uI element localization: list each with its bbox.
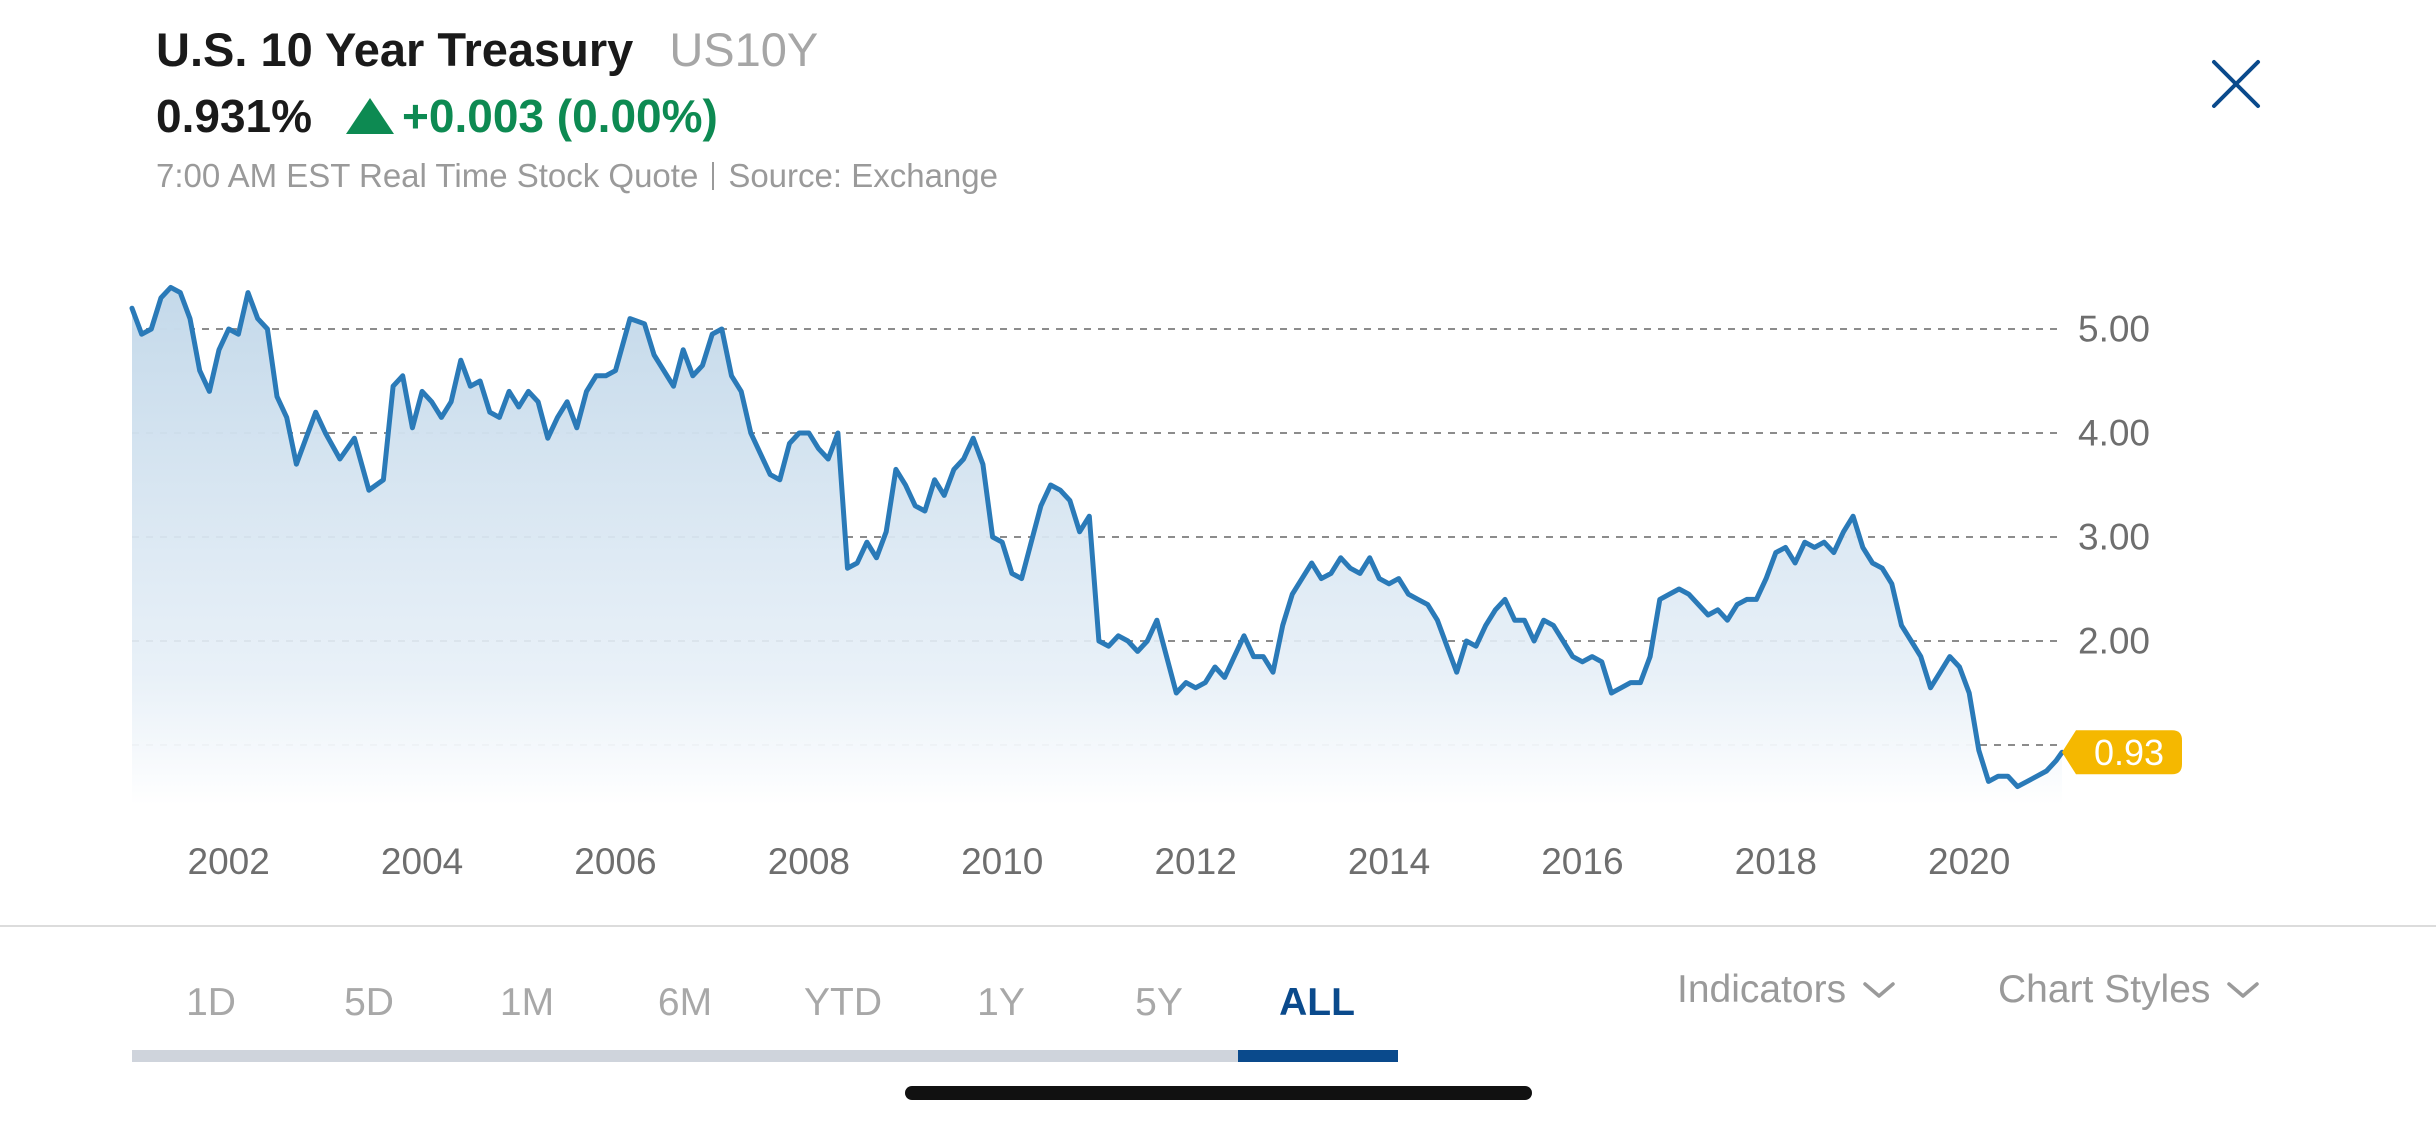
quote-timestamp: 7:00 AM EST Real Time Stock Quote: [156, 157, 699, 194]
quote-header: U.S. 10 Year Treasury US10Y 0.931% +0.00…: [156, 22, 998, 195]
indicators-dropdown[interactable]: Indicators: [1677, 968, 1896, 1012]
y-tick-label: 2.00: [2078, 621, 2150, 662]
tab-5y[interactable]: 5Y: [1135, 981, 1183, 1024]
close-icon: [2212, 60, 2260, 108]
quote-source: Source: Exchange: [728, 157, 998, 194]
x-tick-label: 2012: [1154, 841, 1236, 882]
tab-1m[interactable]: 1M: [499, 981, 555, 1024]
x-tick-label: 2006: [574, 841, 656, 882]
price-change: +0.003 (0.00%): [402, 90, 718, 142]
last-price: 0.931%: [156, 90, 313, 142]
timeframe-track: [132, 1050, 1398, 1062]
y-tick-label: 4.00: [2078, 413, 2150, 454]
chart-styles-dropdown[interactable]: Chart Styles: [1998, 968, 2260, 1012]
y-axis: 5.00 4.00 3.00 2.00: [2078, 309, 2150, 662]
x-tick-label: 2014: [1348, 841, 1430, 882]
x-tick-label: 2020: [1928, 841, 2010, 882]
tab-1y[interactable]: 1Y: [977, 981, 1025, 1024]
x-tick-label: 2016: [1541, 841, 1623, 882]
last-value-label: 0.93: [2094, 732, 2164, 773]
active-tab-indicator: [1238, 1050, 1398, 1062]
tab-6m[interactable]: 6M: [657, 981, 713, 1024]
x-tick-label: 2010: [961, 841, 1043, 882]
x-tick-label: 2018: [1735, 841, 1817, 882]
indicators-label: Indicators: [1677, 968, 1847, 1011]
last-value-badge: 0.93: [2062, 730, 2182, 775]
timeframe-tabs: 1D 5D 1M 6M YTD 1Y 5Y ALL: [132, 972, 1398, 1062]
instrument-symbol: US10Y: [669, 23, 819, 76]
home-indicator: [905, 1086, 1532, 1100]
price-line: [129, 284, 2065, 790]
close-button[interactable]: [2208, 56, 2264, 112]
price-chart[interactable]: 5.00 4.00 3.00 2.00 2002 2004 2006 2008 2010 201…: [0, 0, 2436, 925]
price-area: [132, 287, 2062, 805]
chart-styles-label: Chart Styles: [1998, 968, 2211, 1011]
x-tick-label: 2004: [381, 841, 463, 882]
tab-1d[interactable]: 1D: [186, 981, 236, 1024]
tab-all[interactable]: ALL: [1279, 981, 1355, 1024]
instrument-title: U.S. 10 Year Treasury: [156, 23, 634, 76]
y-tick-label: 3.00: [2078, 517, 2150, 558]
tab-5d[interactable]: 5D: [344, 981, 394, 1024]
up-triangle-icon: [346, 98, 395, 134]
x-axis: 2002 2004 2006 2008 2010 2012 2014 2016 2018 2020: [188, 841, 2011, 882]
chart-divider: [0, 925, 2436, 927]
last-value-badge-shape: [2062, 730, 2182, 775]
tab-ytd[interactable]: YTD: [804, 981, 882, 1024]
y-tick-label: 5.00: [2078, 309, 2150, 350]
meta-divider: [712, 162, 715, 190]
chevron-down-icon: [1863, 982, 1895, 998]
x-tick-label: 2008: [768, 841, 850, 882]
chevron-down-icon: [2227, 982, 2260, 998]
x-tick-label: 2002: [188, 841, 270, 882]
